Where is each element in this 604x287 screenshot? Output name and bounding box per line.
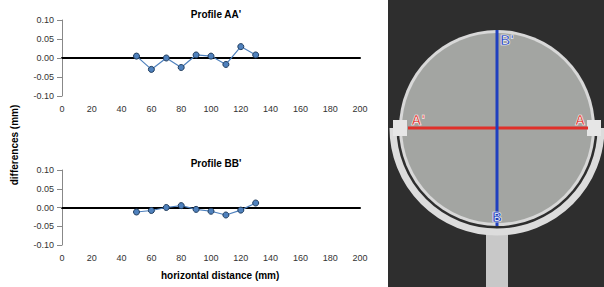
svg-text:-0.10: -0.10 bbox=[33, 91, 54, 101]
svg-text:-0.10: -0.10 bbox=[33, 240, 54, 250]
svg-text:160: 160 bbox=[293, 253, 308, 263]
svg-text:120: 120 bbox=[233, 104, 248, 114]
svg-text:0.10: 0.10 bbox=[36, 15, 54, 25]
svg-text:0.10: 0.10 bbox=[36, 165, 54, 175]
svg-text:160: 160 bbox=[293, 104, 308, 114]
svg-text:0.05: 0.05 bbox=[36, 184, 54, 194]
svg-text:40: 40 bbox=[117, 104, 127, 114]
svg-text:A: A bbox=[575, 112, 585, 128]
svg-text:0.00: 0.00 bbox=[36, 53, 54, 63]
svg-text:20: 20 bbox=[87, 253, 97, 263]
svg-text:0: 0 bbox=[59, 104, 64, 114]
svg-text:80: 80 bbox=[176, 253, 186, 263]
svg-text:100: 100 bbox=[203, 253, 218, 263]
svg-text:0.05: 0.05 bbox=[36, 34, 54, 44]
svg-text:horizontal distance (mm): horizontal distance (mm) bbox=[161, 270, 279, 281]
svg-text:60: 60 bbox=[146, 253, 156, 263]
svg-text:0: 0 bbox=[59, 253, 64, 263]
svg-text:80: 80 bbox=[176, 104, 186, 114]
svg-text:Profile BB': Profile BB' bbox=[191, 158, 242, 169]
svg-text:B: B bbox=[492, 209, 502, 225]
svg-text:100: 100 bbox=[203, 104, 218, 114]
svg-text:differences (mm): differences (mm) bbox=[9, 105, 20, 186]
svg-text:120: 120 bbox=[233, 253, 248, 263]
svg-text:A': A' bbox=[411, 112, 424, 128]
svg-text:140: 140 bbox=[263, 253, 278, 263]
svg-text:Profile AA': Profile AA' bbox=[191, 9, 241, 20]
svg-text:200: 200 bbox=[352, 104, 367, 114]
svg-text:-0.05: -0.05 bbox=[33, 221, 54, 231]
svg-text:B': B' bbox=[500, 32, 513, 48]
svg-text:40: 40 bbox=[117, 253, 127, 263]
svg-text:180: 180 bbox=[323, 253, 338, 263]
svg-text:20: 20 bbox=[87, 104, 97, 114]
svg-text:200: 200 bbox=[352, 253, 367, 263]
svg-text:60: 60 bbox=[146, 104, 156, 114]
svg-text:-0.05: -0.05 bbox=[33, 72, 54, 82]
svg-text:140: 140 bbox=[263, 104, 278, 114]
svg-text:0.00: 0.00 bbox=[36, 203, 54, 213]
svg-text:180: 180 bbox=[323, 104, 338, 114]
